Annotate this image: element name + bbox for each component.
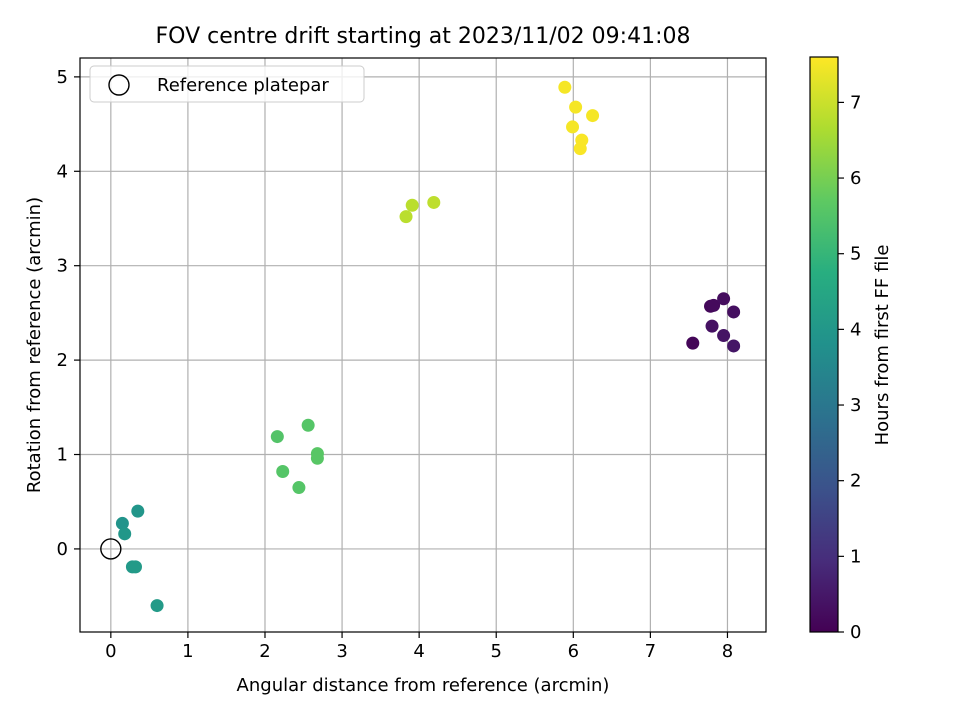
- scatter-point: [727, 339, 741, 353]
- scatter-point: [301, 418, 315, 432]
- scatter-point: [292, 481, 306, 495]
- y-axis-label: Rotation from reference (arcmin): [24, 197, 45, 493]
- y-tick-label: 0: [57, 539, 68, 560]
- reference-platepar-point: [100, 538, 122, 560]
- x-tick-label: 4: [413, 641, 424, 662]
- y-axis-ticks: 0 1 2 3 4 5: [57, 67, 80, 560]
- colorbar-tick-label: 0: [850, 622, 861, 643]
- x-tick-label: 1: [182, 641, 193, 662]
- y-tick-label: 3: [57, 256, 68, 277]
- scatter-point: [270, 430, 284, 444]
- scatter-point: [115, 516, 129, 530]
- x-tick-label: 6: [568, 641, 579, 662]
- scatter-point: [686, 336, 700, 350]
- colorbar-tick-label: 1: [850, 546, 861, 567]
- plot-frame: [79, 57, 767, 633]
- colorbar-label: Hours from first FF file: [872, 245, 893, 446]
- x-axis-label: Angular distance from reference (arcmin): [237, 675, 610, 696]
- legend-entry-reference-platepar: Reference platepar: [157, 75, 329, 96]
- x-tick-label: 8: [722, 641, 733, 662]
- chart-title: FOV centre drift starting at 2023/11/02 …: [156, 24, 691, 49]
- y-tick-label: 2: [57, 350, 68, 371]
- colorbar-tick-label: 6: [850, 168, 861, 189]
- data-points: [115, 80, 741, 613]
- scatter-point: [717, 292, 731, 306]
- x-tick-label: 2: [259, 641, 270, 662]
- scatter-point: [705, 319, 719, 333]
- scatter-point: [573, 142, 587, 156]
- scatter-point: [128, 560, 142, 574]
- scatter-point: [310, 451, 324, 465]
- colorbar-ticks: 0 1 2 3 4 5 6 7: [838, 92, 861, 643]
- colorbar-gradient: [809, 56, 839, 633]
- scatter-point: [399, 210, 413, 224]
- grid-lines: [80, 58, 766, 632]
- scatter-point: [727, 305, 741, 319]
- scatter-point: [717, 329, 731, 343]
- x-tick-label: 0: [105, 641, 116, 662]
- scatter-point: [150, 599, 164, 613]
- x-axis-ticks: 0 1 2 3 4 5 6 7 8: [105, 632, 733, 662]
- colorbar-tick-label: 4: [850, 319, 861, 340]
- scatter-point: [427, 195, 441, 209]
- reference-point-layer: [100, 538, 122, 560]
- scatter-point: [118, 527, 132, 541]
- scatter-point: [405, 198, 419, 212]
- legend-box: [89, 65, 365, 103]
- scatter-point: [569, 100, 583, 114]
- scatter-point: [558, 80, 572, 94]
- x-tick-label: 7: [645, 641, 656, 662]
- x-tick-label: 3: [336, 641, 347, 662]
- legend: Reference platepar: [89, 65, 365, 103]
- colorbar-tick-label: 3: [850, 395, 861, 416]
- scatter-point: [276, 465, 290, 479]
- legend-marker-open-circle: [108, 74, 130, 96]
- y-tick-label: 5: [57, 67, 68, 88]
- scatter-point: [586, 109, 600, 123]
- scatter-point: [131, 504, 145, 518]
- colorbar-tick-label: 2: [850, 471, 861, 492]
- scatter-point: [707, 298, 721, 312]
- y-tick-label: 1: [57, 445, 68, 466]
- colorbar-tick-label: 7: [850, 92, 861, 113]
- x-tick-label: 5: [490, 641, 501, 662]
- colorbar-tick-label: 5: [850, 244, 861, 265]
- y-tick-label: 4: [57, 161, 68, 182]
- colorbar: 0 1 2 3 4 5 6 7 Hours from first FF file: [809, 56, 893, 643]
- scatter-point: [566, 120, 580, 134]
